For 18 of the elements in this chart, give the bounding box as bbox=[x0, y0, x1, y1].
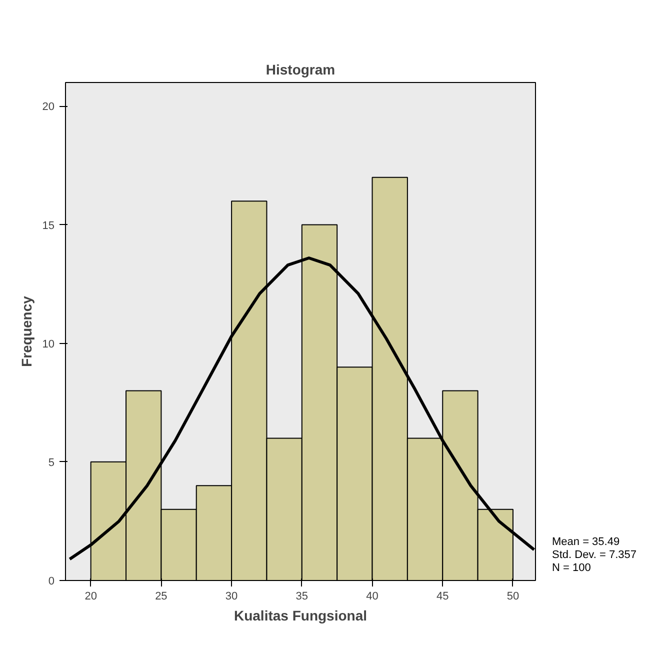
y-tick-label: 20 bbox=[42, 101, 55, 114]
x-tick-label: 40 bbox=[366, 590, 378, 602]
x-tick-label: 20 bbox=[84, 590, 97, 602]
y-tick-label: 10 bbox=[42, 338, 55, 350]
chart-title: Histogram bbox=[266, 62, 336, 78]
x-tick-label: 50 bbox=[506, 590, 520, 602]
x-tick-label: 30 bbox=[225, 590, 238, 602]
x-tick-label: 35 bbox=[296, 590, 308, 602]
y-tick-label: 0 bbox=[48, 576, 55, 588]
text: N = 100 bbox=[552, 562, 591, 574]
x-tick-label: 25 bbox=[155, 590, 168, 602]
y-tick-label: 15 bbox=[42, 220, 55, 232]
text: Std. Dev. = 7.357 bbox=[552, 549, 636, 561]
x-axis-title: Kualitas Fungsional bbox=[234, 608, 368, 624]
y-axis-title: Frequency bbox=[18, 296, 34, 367]
y-tick-label: 5 bbox=[48, 456, 55, 469]
x-tick-label: 45 bbox=[436, 590, 449, 602]
text: Mean = 35.49 bbox=[552, 536, 620, 548]
